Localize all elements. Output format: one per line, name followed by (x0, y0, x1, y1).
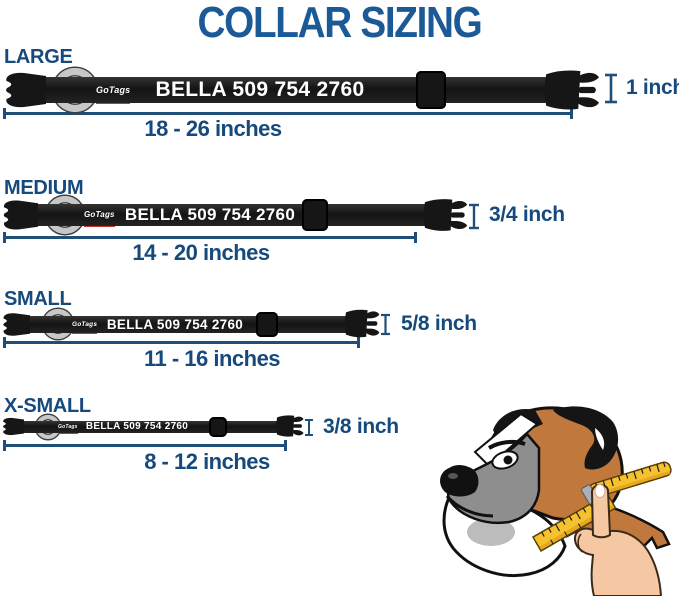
buckle-female-icon (423, 199, 468, 231)
width-label-medium: 3/4 inch (489, 203, 565, 226)
length-range-xsmall: 8 - 12 inches (144, 449, 270, 474)
collar-band: GoTags BELLA 509 754 2760 (36, 77, 548, 104)
collar-band: GoTags BELLA 509 754 2760 (19, 421, 281, 434)
hand (573, 484, 663, 596)
length-measure-line (3, 108, 573, 119)
width-label-xsmall: 3/8 inch (323, 415, 399, 438)
tri-glide-slider (256, 312, 278, 337)
buckle-female-icon (276, 415, 304, 437)
length-measure-line (3, 440, 287, 451)
tri-glide-slider (209, 417, 227, 437)
length-range-small: 11 - 16 inches (143, 346, 281, 371)
buckle-female-icon (544, 70, 599, 110)
fingernail (594, 484, 606, 498)
width-measure-marker-icon (305, 419, 313, 436)
tri-glide-slider (416, 71, 446, 109)
size-label-large: LARGE (4, 46, 73, 68)
collar-band: GoTags BELLA 509 754 2760 (30, 204, 430, 227)
buckle-male-icon (3, 417, 24, 436)
brand-logo: GoTags (96, 77, 131, 104)
brand-logo: GoTags (72, 316, 98, 334)
collar-print-text: BELLA 509 754 2760 (155, 78, 365, 101)
size-label-xsmall: X-SMALL (4, 395, 91, 417)
width-measure-marker-icon (605, 73, 617, 104)
length-measure-line (3, 337, 360, 348)
width-measure-marker-icon (381, 313, 390, 336)
length-range-medium: 14 - 20 inches (132, 240, 270, 265)
collar-print-text: BELLA 509 754 2760 (106, 317, 244, 332)
size-label-medium: MEDIUM (4, 177, 84, 199)
buckle-male-icon (6, 72, 46, 108)
width-label-small: 5/8 inch (401, 312, 477, 335)
tri-glide-slider (302, 199, 328, 231)
brand-logo: GoTags (58, 421, 78, 434)
dog-ear-right (553, 406, 619, 470)
dog-measure-illustration (440, 406, 672, 596)
collar-print-text: BELLA 509 754 2760 (124, 205, 296, 224)
buckle-male-icon (3, 200, 38, 230)
index-finger (590, 484, 612, 539)
page-title: COLLAR SIZING (197, 0, 483, 47)
width-label-large: 1 inch (626, 76, 679, 99)
buckle-female-icon (344, 309, 380, 338)
collar-print-text: BELLA 509 754 2760 (85, 421, 189, 432)
buckle-male-icon (3, 313, 30, 336)
length-measure-line (3, 232, 417, 243)
size-label-small: SMALL (4, 288, 72, 310)
brand-logo: GoTags (84, 204, 115, 227)
dog-nose (440, 465, 494, 518)
width-measure-marker-icon (469, 203, 479, 230)
length-range-large: 18 - 26 inches (144, 116, 282, 141)
dog-eye (487, 439, 526, 470)
collar-band: GoTags BELLA 509 754 2760 (24, 316, 356, 334)
